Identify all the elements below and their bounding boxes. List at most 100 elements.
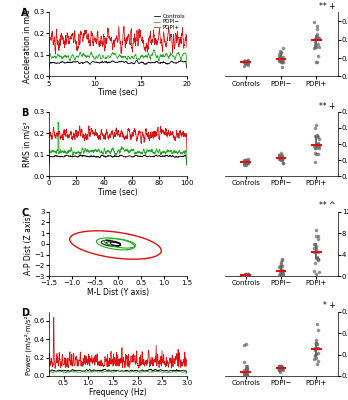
Point bbox=[244, 366, 250, 372]
Point bbox=[315, 232, 321, 239]
Point bbox=[277, 363, 282, 369]
Text: A: A bbox=[21, 8, 29, 18]
Point bbox=[278, 362, 283, 369]
Controls bbox=[151, 60, 155, 65]
Point bbox=[312, 245, 317, 251]
Point bbox=[278, 263, 283, 269]
Point bbox=[314, 340, 319, 346]
Point bbox=[245, 58, 250, 64]
Point bbox=[244, 363, 250, 370]
Point bbox=[242, 272, 248, 278]
Point bbox=[244, 58, 250, 64]
Point bbox=[314, 242, 319, 249]
Point bbox=[315, 142, 321, 149]
Point bbox=[315, 249, 321, 256]
Point bbox=[243, 273, 248, 279]
Point bbox=[245, 271, 251, 277]
Point bbox=[279, 152, 285, 158]
Controls bbox=[47, 66, 51, 71]
Point bbox=[315, 35, 321, 42]
Point bbox=[312, 42, 318, 49]
Point bbox=[313, 270, 318, 277]
Point bbox=[244, 271, 250, 278]
Point bbox=[280, 54, 286, 60]
Point bbox=[243, 159, 249, 166]
Point bbox=[243, 161, 248, 167]
Y-axis label: RMS in m/s²: RMS in m/s² bbox=[23, 121, 32, 167]
Point bbox=[278, 55, 284, 61]
Point bbox=[241, 358, 247, 365]
Controls bbox=[134, 58, 139, 63]
Point bbox=[242, 158, 248, 165]
Point bbox=[241, 273, 246, 279]
Point bbox=[313, 150, 318, 156]
Point bbox=[242, 372, 247, 378]
Controls bbox=[128, 61, 132, 66]
PDPI+ bbox=[71, 36, 75, 41]
Point bbox=[314, 232, 319, 239]
Point bbox=[243, 162, 249, 168]
Point bbox=[276, 364, 282, 370]
PDPI− bbox=[47, 62, 51, 67]
Point bbox=[276, 366, 282, 373]
Point bbox=[241, 273, 246, 279]
Point bbox=[280, 272, 286, 279]
Point bbox=[315, 133, 321, 140]
Point bbox=[314, 22, 320, 29]
Point bbox=[278, 273, 284, 279]
Point bbox=[277, 366, 283, 372]
Point bbox=[315, 132, 320, 139]
PDPI− bbox=[71, 53, 75, 58]
PDPI+ bbox=[117, 24, 121, 29]
Point bbox=[242, 371, 247, 378]
Point bbox=[280, 59, 286, 66]
Point bbox=[315, 345, 321, 352]
Point bbox=[244, 271, 249, 277]
Point bbox=[278, 58, 284, 65]
Point bbox=[278, 155, 284, 162]
X-axis label: Time (sec): Time (sec) bbox=[98, 88, 138, 97]
Point bbox=[245, 271, 251, 278]
Controls bbox=[139, 60, 143, 64]
Point bbox=[314, 32, 319, 39]
Point bbox=[279, 154, 285, 161]
Point bbox=[315, 132, 320, 138]
Point bbox=[277, 366, 282, 372]
Point bbox=[243, 60, 248, 66]
Point bbox=[316, 256, 321, 262]
Point bbox=[316, 136, 322, 142]
Point bbox=[278, 150, 284, 156]
Point bbox=[315, 140, 321, 146]
Point bbox=[278, 366, 284, 372]
Point bbox=[315, 142, 321, 148]
Point bbox=[312, 133, 318, 139]
PDPI+ bbox=[47, 57, 51, 62]
Point bbox=[314, 255, 320, 261]
Point bbox=[315, 326, 321, 333]
X-axis label: M-L Dist (Y axis): M-L Dist (Y axis) bbox=[87, 288, 149, 297]
Point bbox=[244, 159, 249, 165]
Point bbox=[314, 33, 319, 39]
Point bbox=[276, 51, 282, 58]
Point bbox=[313, 227, 319, 233]
Point bbox=[276, 363, 282, 370]
Point bbox=[241, 58, 246, 64]
Point bbox=[280, 160, 286, 166]
Point bbox=[280, 272, 285, 278]
Point bbox=[315, 236, 321, 242]
Point bbox=[312, 45, 317, 52]
Point bbox=[241, 160, 247, 167]
Legend: Controls, PDPI−, PDPI+: Controls, PDPI−, PDPI+ bbox=[153, 13, 186, 31]
Point bbox=[313, 355, 319, 361]
Point bbox=[245, 159, 251, 166]
Point bbox=[313, 351, 318, 357]
PDPI− bbox=[185, 60, 189, 65]
Point bbox=[311, 248, 317, 255]
Point bbox=[245, 160, 251, 166]
Point bbox=[277, 151, 282, 158]
Point bbox=[279, 156, 284, 162]
Point bbox=[241, 57, 247, 64]
Point bbox=[242, 60, 248, 66]
Point bbox=[278, 157, 284, 163]
Point bbox=[314, 361, 320, 367]
